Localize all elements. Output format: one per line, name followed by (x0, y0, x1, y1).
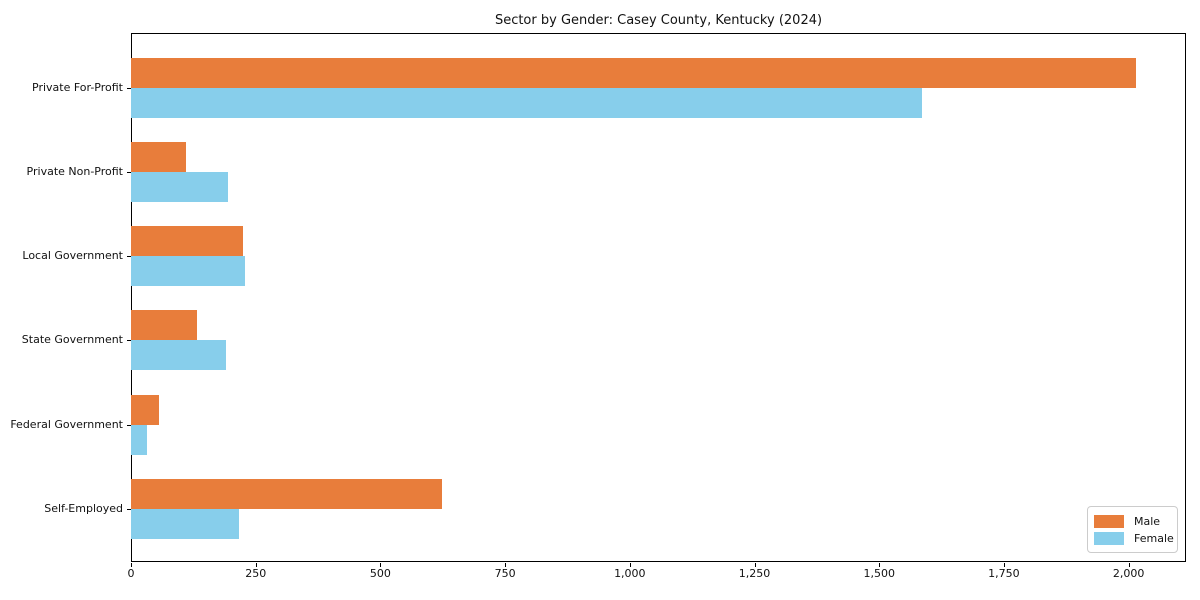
bar-female-private-non-profit (131, 172, 229, 203)
x-tick-mark (505, 563, 507, 567)
y-tick-mark (127, 340, 131, 342)
y-tick-mark (127, 424, 131, 426)
x-tick-mark (131, 563, 132, 567)
bar-male-private-for-profit (131, 58, 1136, 88)
x-tick-label-1-250: 1,250 (738, 567, 771, 580)
bar-female-self-employed (131, 508, 239, 539)
x-tick-mark (754, 563, 756, 567)
y-tick-label-state-government: State Government (21, 333, 123, 347)
male-swatch-icon (1094, 515, 1124, 528)
y-tick-mark (127, 88, 131, 89)
x-tick-label-1-500: 1,500 (863, 567, 895, 580)
legend: Male Female (1087, 506, 1178, 553)
x-tick-label-2-000: 2,000 (1112, 567, 1145, 580)
x-tick-mark (380, 563, 382, 567)
chart-title: Sector by Gender: Casey County, Kentucky… (494, 13, 823, 28)
legend-item-male: Male (1094, 513, 1177, 530)
bar-male-self-employed (131, 478, 442, 509)
bar-male-local-government (131, 226, 243, 257)
legend-label: Male (1134, 515, 1161, 528)
female-swatch-icon (1094, 532, 1124, 545)
x-tick-label-1-000: 1,000 (614, 567, 646, 580)
plot-area (131, 33, 1186, 562)
x-tick-label-750: 750 (494, 567, 516, 580)
bar-female-local-government (131, 256, 246, 287)
bar-female-federal-government (131, 424, 147, 455)
bar-female-state-government (131, 340, 226, 371)
x-tick-mark (255, 563, 257, 567)
y-tick-label-local-government: Local Government (22, 249, 123, 263)
y-tick-mark (127, 256, 131, 258)
y-tick-label-private-non-profit: Private Non-Profit (26, 165, 123, 179)
x-tick-mark (1003, 563, 1005, 567)
x-tick-mark (879, 563, 881, 567)
x-tick-mark (629, 563, 631, 567)
x-tick-label-0: 0 (127, 567, 135, 580)
y-tick-mark (127, 508, 131, 510)
y-tick-label-private-for-profit: Private For-Profit (32, 81, 123, 94)
y-tick-mark (127, 172, 131, 174)
bar-male-federal-government (131, 394, 159, 425)
x-tick-mark (1128, 563, 1130, 567)
legend-label: Female (1134, 532, 1174, 545)
bar-male-private-non-profit (131, 142, 187, 173)
y-tick-label-federal-government: Federal Government (10, 417, 123, 431)
x-tick-label-250: 250 (245, 567, 267, 580)
bar-female-private-for-profit (131, 88, 922, 118)
bar-male-state-government (131, 310, 198, 341)
legend-item-female: Female (1094, 530, 1177, 547)
y-tick-label-self-employed: Self-Employed (44, 501, 123, 515)
x-tick-label-500: 500 (369, 567, 391, 580)
x-tick-label-1-750: 1,750 (988, 567, 1020, 580)
